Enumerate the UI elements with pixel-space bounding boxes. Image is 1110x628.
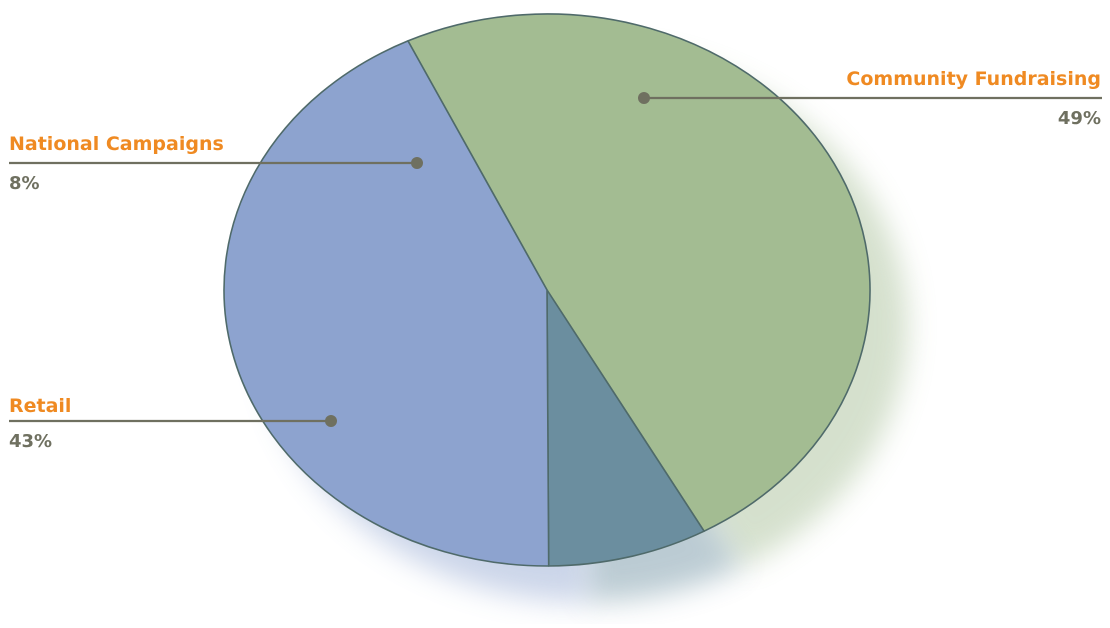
slice-label-community-fundraising: Community Fundraising (846, 68, 1101, 90)
slice-value-community-fundraising: 49% (1058, 108, 1101, 129)
leader-dot-national-campaigns (411, 157, 423, 169)
slice-label-national-campaigns: National Campaigns (9, 133, 224, 155)
pie-labels: Community Fundraising 49% National Campaig… (9, 68, 1102, 452)
leader-dot-community-fundraising (638, 92, 650, 104)
pie-slices (223, 13, 871, 567)
pie-slice-national-campaigns (546, 289, 705, 567)
pie-slice-retail (223, 40, 550, 567)
slice-value-retail: 43% (9, 431, 52, 452)
slice-value-national-campaigns: 8% (9, 173, 40, 194)
pie-slice-community-fundraising (407, 13, 871, 532)
leader-dot-retail (325, 415, 337, 427)
slice-label-retail: Retail (9, 395, 71, 417)
